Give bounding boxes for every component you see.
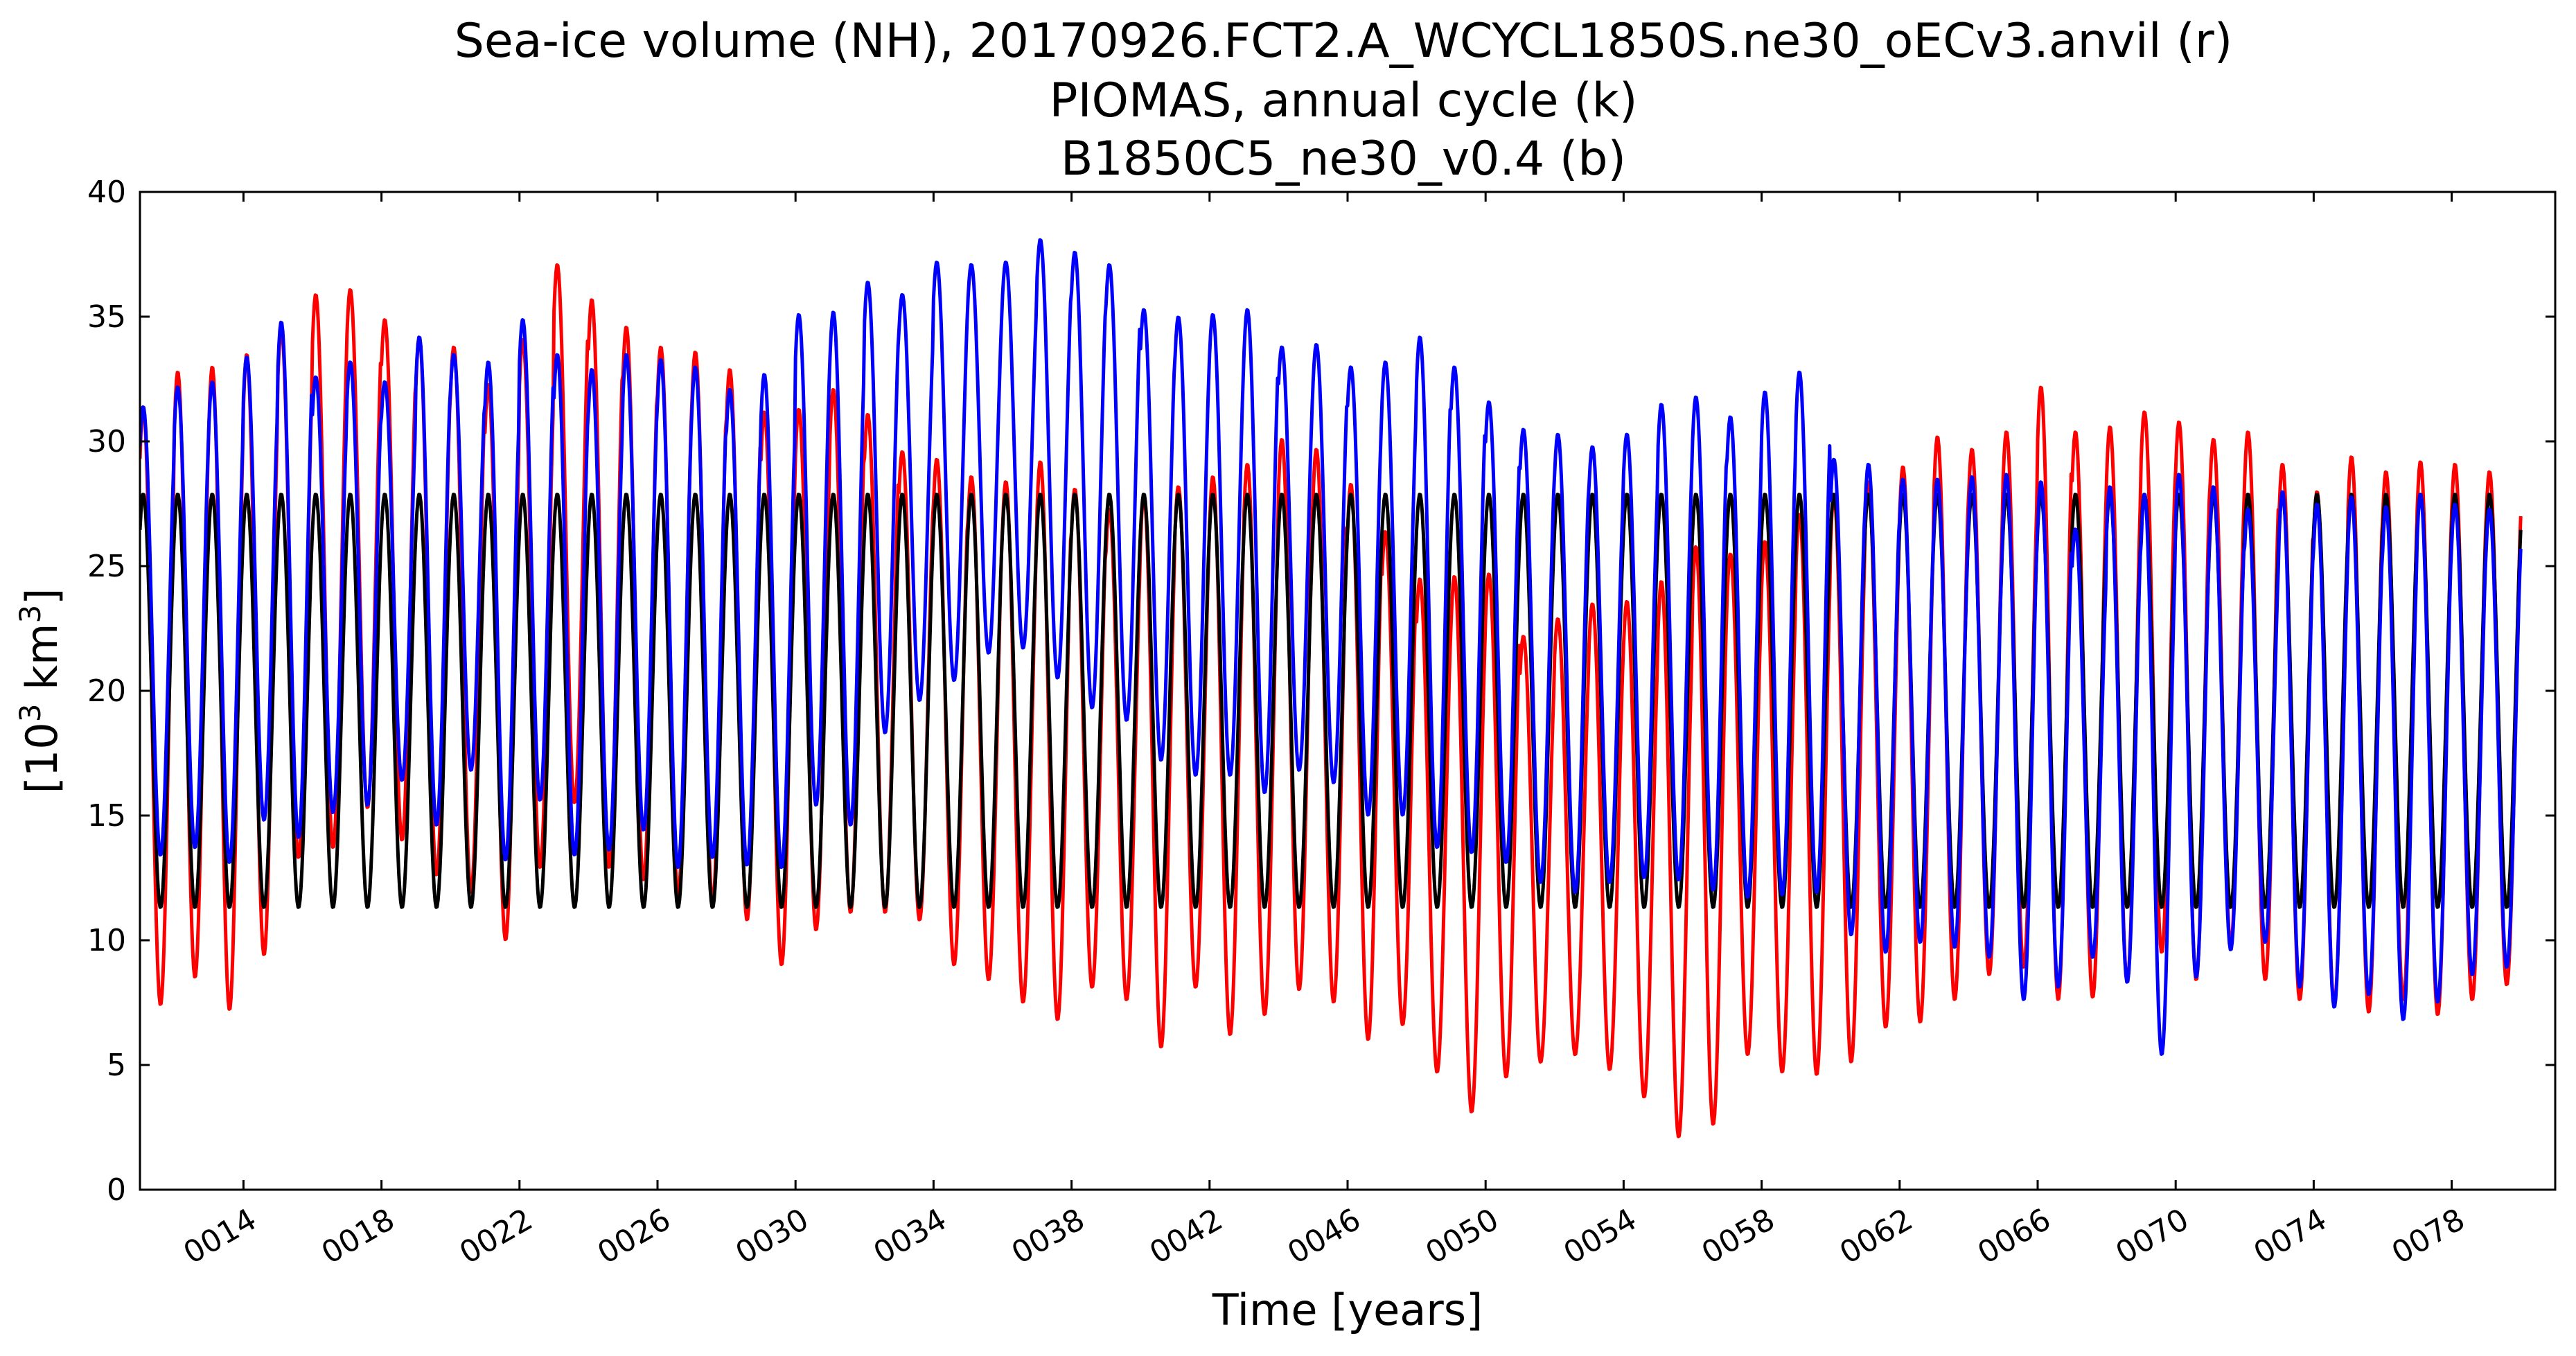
y-axis-label-superscript: 3 xyxy=(13,704,47,723)
x-tick-label: 0074 xyxy=(2248,1201,2332,1271)
chart-title-line-3: B1850C5_ne30_v0.4 (b) xyxy=(1061,132,1626,186)
chart-title-line-2: PIOMAS, annual cycle (k) xyxy=(1049,73,1637,128)
x-tick-label: 0062 xyxy=(1834,1201,1918,1271)
x-tick-label: 0066 xyxy=(1972,1201,2056,1271)
x-tick-label: 0046 xyxy=(1282,1201,1366,1271)
y-tick-label: 20 xyxy=(87,673,126,709)
x-tick-label: 0078 xyxy=(2386,1201,2471,1271)
chart-title-line-1: Sea-ice volume (NH), 20170926.FCT2.A_WCY… xyxy=(455,14,2233,69)
y-axis: 0 5 10 15 20 25 30 35 40 xyxy=(87,175,2555,1208)
x-tick-label: 0034 xyxy=(867,1201,952,1271)
y-axis-label-part: [10 xyxy=(17,722,67,793)
y-tick-label: 25 xyxy=(87,549,126,584)
series-line-1 xyxy=(140,493,2523,909)
y-tick-label: 5 xyxy=(107,1048,126,1083)
y-axis-label-superscript: 3 xyxy=(13,605,47,624)
x-tick-label: 0070 xyxy=(2110,1201,2194,1271)
x-axis-label: Time [years] xyxy=(1212,1285,1483,1335)
y-tick-label: 35 xyxy=(87,299,126,335)
y-axis-label-part: km xyxy=(17,624,67,704)
y-tick-label: 30 xyxy=(87,424,126,459)
plot-frame xyxy=(139,191,2557,1191)
x-tick-label: 0018 xyxy=(316,1201,400,1271)
x-tick-label: 0054 xyxy=(1558,1201,1642,1271)
x-tick-label: 0058 xyxy=(1696,1201,1781,1271)
x-tick-label: 0038 xyxy=(1006,1201,1091,1271)
series-layer xyxy=(140,238,2523,1138)
y-axis-label-part: ] xyxy=(17,588,67,605)
y-tick-label: 10 xyxy=(87,923,126,958)
x-tick-label: 0026 xyxy=(592,1201,676,1271)
x-tick-label: 0050 xyxy=(1420,1201,1504,1271)
x-tick-label: 0014 xyxy=(177,1201,262,1271)
x-tick-label: 0030 xyxy=(730,1201,814,1271)
series-line-2 xyxy=(140,238,2523,1056)
y-axis-label: [103 km3] xyxy=(13,588,67,794)
x-tick-label: 0022 xyxy=(454,1201,538,1271)
y-tick-label: 15 xyxy=(87,798,126,834)
y-tick-label: 0 xyxy=(107,1172,126,1208)
x-tick-label: 0042 xyxy=(1144,1201,1228,1271)
y-tick-label: 40 xyxy=(87,175,126,210)
